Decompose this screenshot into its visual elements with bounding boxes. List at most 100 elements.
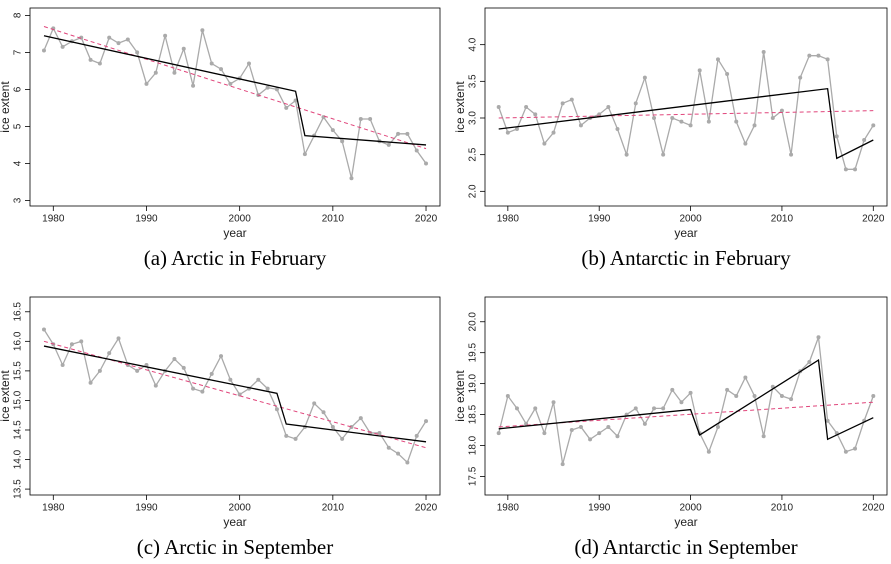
data-point bbox=[163, 33, 168, 38]
data-point bbox=[533, 406, 538, 411]
caption: (b) Antarctic in February bbox=[581, 246, 791, 270]
data-point bbox=[246, 61, 251, 66]
data-point bbox=[633, 406, 638, 411]
data-point bbox=[135, 368, 140, 373]
data-point bbox=[514, 127, 519, 131]
data-point bbox=[752, 394, 757, 398]
data-point bbox=[779, 108, 784, 113]
data-point bbox=[116, 336, 121, 341]
data-point bbox=[862, 138, 867, 142]
x-tick-label: 2010 bbox=[771, 503, 794, 514]
series-line bbox=[498, 87, 874, 160]
data-point bbox=[661, 152, 666, 157]
x-tick-label: 2010 bbox=[771, 214, 794, 225]
data-point bbox=[172, 70, 177, 75]
x-tick-label: 2000 bbox=[679, 503, 702, 514]
data-point bbox=[761, 50, 766, 54]
data-point bbox=[496, 105, 501, 109]
y-tick-label: 14.0 bbox=[13, 449, 24, 469]
data-point bbox=[107, 351, 112, 356]
data-point bbox=[715, 424, 720, 429]
x-tick-label: 1990 bbox=[135, 214, 158, 225]
y-tick-label: 20.0 bbox=[468, 312, 479, 332]
data-point bbox=[734, 119, 739, 124]
data-point bbox=[97, 61, 102, 66]
data-point bbox=[761, 434, 766, 439]
data-point bbox=[679, 400, 684, 405]
data-point bbox=[116, 41, 121, 46]
data-point bbox=[144, 81, 149, 86]
data-point bbox=[200, 28, 205, 33]
caption: (d) Antarctic in September bbox=[574, 535, 797, 559]
y-axis-label: ice extent bbox=[453, 81, 467, 133]
data-point bbox=[284, 105, 289, 110]
data-point bbox=[597, 431, 602, 436]
data-point bbox=[219, 67, 224, 72]
data-point bbox=[697, 68, 702, 73]
data-point bbox=[88, 57, 93, 62]
x-axis-label: year bbox=[223, 226, 246, 240]
y-tick-label: 16.5 bbox=[13, 302, 24, 322]
series-line bbox=[498, 51, 874, 170]
data-point bbox=[743, 375, 748, 380]
data-point bbox=[349, 176, 354, 181]
y-tick-label: 18.5 bbox=[468, 404, 479, 424]
series-line bbox=[43, 329, 427, 464]
caption: (c) Arctic in September bbox=[137, 535, 334, 559]
data-point bbox=[69, 342, 74, 347]
data-point bbox=[396, 451, 401, 456]
data-point bbox=[642, 421, 647, 426]
series-line bbox=[43, 26, 427, 150]
data-point bbox=[853, 167, 858, 172]
data-point bbox=[172, 357, 177, 362]
data-point bbox=[386, 445, 391, 450]
data-point bbox=[871, 394, 876, 398]
y-tick-label: 13.5 bbox=[13, 479, 24, 499]
data-point bbox=[41, 48, 46, 53]
x-tick-label: 2020 bbox=[862, 214, 885, 225]
data-point bbox=[624, 152, 629, 157]
data-point bbox=[386, 142, 391, 147]
series-line bbox=[43, 26, 427, 179]
data-point bbox=[615, 434, 620, 439]
x-tick-label: 1990 bbox=[588, 214, 611, 225]
x-tick-label: 1980 bbox=[497, 214, 520, 225]
x-tick-label: 1980 bbox=[497, 503, 520, 514]
data-point bbox=[135, 50, 140, 55]
data-point bbox=[551, 400, 556, 405]
data-point bbox=[293, 436, 298, 441]
data-point bbox=[661, 406, 666, 411]
data-point bbox=[125, 37, 130, 42]
x-tick-label: 2020 bbox=[415, 214, 438, 225]
y-tick-label: 16.0 bbox=[13, 331, 24, 351]
y-axis-label: ice extent bbox=[0, 370, 12, 422]
data-point bbox=[825, 418, 830, 423]
data-point bbox=[743, 141, 748, 146]
x-tick-label: 2000 bbox=[229, 214, 252, 225]
data-point bbox=[349, 425, 354, 430]
data-point bbox=[725, 387, 730, 392]
series-line bbox=[498, 359, 874, 441]
data-point bbox=[853, 446, 858, 451]
data-point bbox=[779, 394, 784, 398]
data-point bbox=[652, 116, 657, 120]
data-point bbox=[606, 424, 611, 429]
data-point bbox=[107, 35, 112, 40]
x-tick-label: 1990 bbox=[135, 503, 158, 514]
data-point bbox=[588, 437, 593, 442]
y-tick-label: 15.5 bbox=[13, 361, 24, 381]
data-point bbox=[153, 383, 158, 388]
data-point bbox=[191, 83, 196, 88]
plot-frame bbox=[29, 296, 441, 496]
data-point bbox=[807, 359, 812, 364]
x-tick-label: 2000 bbox=[229, 503, 252, 514]
x-axis-label: year bbox=[674, 226, 697, 240]
data-point bbox=[606, 105, 611, 109]
data-point bbox=[706, 449, 711, 454]
y-tick-label: 3.0 bbox=[468, 111, 479, 125]
data-point bbox=[228, 377, 233, 382]
y-tick-label: 17.5 bbox=[468, 466, 479, 486]
data-point bbox=[670, 116, 675, 120]
x-tick-label: 2000 bbox=[679, 214, 702, 225]
